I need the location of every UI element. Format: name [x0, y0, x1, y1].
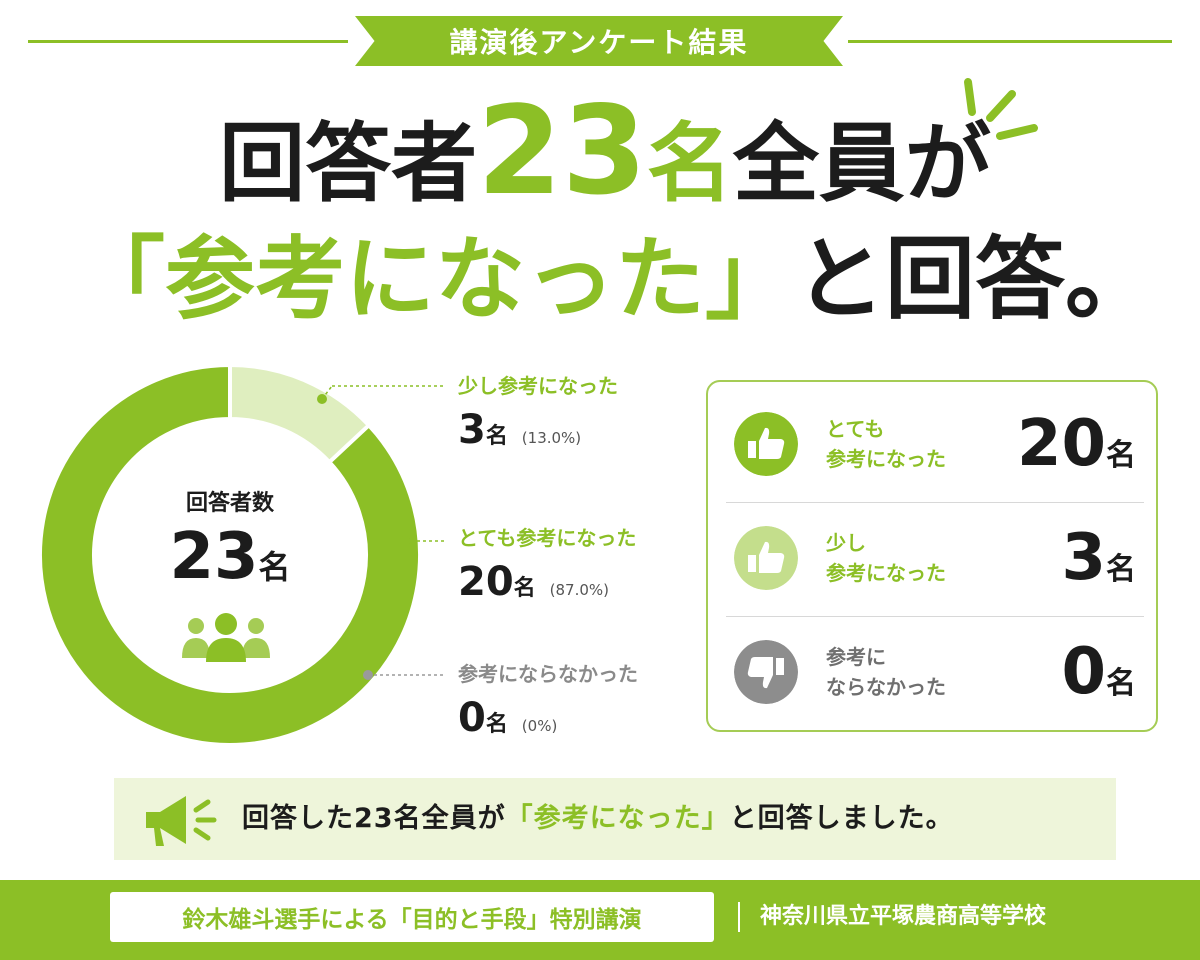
thumbs-up-icon	[734, 526, 798, 590]
summary-row-not-helpful: 参考に ならなかった 0名	[726, 618, 1144, 726]
header-banner-text: 講演後アンケート結果	[449, 26, 749, 59]
headline-number: 23	[477, 80, 647, 222]
header-rule-left	[28, 40, 348, 43]
value-unit: 名	[513, 576, 536, 601]
value-number: 0	[458, 695, 486, 741]
summary-count-value: 0	[1061, 635, 1106, 709]
category-value: 20名 (87.0%)	[458, 556, 636, 616]
value-unit: 名	[485, 712, 508, 737]
donut-label-not-helpful: 参考にならなかった 0名 (0%)	[458, 662, 638, 752]
summary-label-line: 少し	[826, 531, 866, 555]
donut-center: 回答者数 23名	[130, 485, 330, 607]
announcement-before: 回答した23名全員が	[242, 803, 506, 834]
summary-row-very-helpful: とても 参考になった 20名	[726, 390, 1144, 498]
summary-count-value: 20	[1016, 407, 1106, 481]
header-banner: 講演後アンケート結果	[355, 16, 843, 66]
value-number: 20	[458, 559, 514, 605]
headline-unit: 名	[646, 114, 733, 214]
headline-phrase: 参考になった	[165, 227, 705, 332]
footer-bar: 鈴木雄斗選手による「目的と手段」特別講演 神奈川県立平塚農商高等学校	[0, 880, 1200, 960]
summary-card: とても 参考になった 20名 少し 参考になった 3名 参考に ならなかった	[706, 380, 1158, 732]
summary-label: 少し 参考になった	[826, 528, 996, 588]
donut-label-little-helpful: 少し参考になった 3名 (13.0%)	[458, 374, 618, 464]
category-name: とても参考になった	[458, 526, 637, 550]
respondent-count-value: 23	[169, 520, 259, 594]
category-value: 3名 (13.0%)	[458, 404, 618, 464]
summary-label-line: 参考になった	[826, 447, 946, 471]
summary-count-unit: 名	[1106, 552, 1136, 587]
summary-divider	[726, 616, 1144, 617]
announcement-after: と回答しました。	[729, 803, 954, 834]
event-title: 鈴木雄斗選手による「目的と手段」特別講演	[182, 907, 642, 933]
headline-quote-open: 「	[75, 227, 165, 332]
megaphone-icon	[146, 796, 217, 846]
summary-count-value: 3	[1061, 521, 1106, 595]
summary-label: 参考に ならなかった	[826, 642, 996, 702]
donut-slice-very-helpful	[38, 362, 422, 747]
value-percent: (87.0%)	[549, 581, 609, 599]
summary-count-unit: 名	[1106, 666, 1136, 701]
announcement-highlight: 「参考になった」	[505, 803, 730, 834]
value-number: 3	[458, 407, 486, 453]
value-unit: 名	[485, 424, 508, 449]
announcement-bar: 回答した23名全員が「参考になった」と回答しました。	[114, 778, 1116, 860]
donut-chart	[38, 362, 422, 747]
summary-label: とても 参考になった	[826, 414, 996, 474]
emphasis-lines-icon	[964, 78, 1038, 140]
headline-line-2: 「参考になった」と回答。	[0, 222, 1200, 338]
category-name: 少し参考になった	[458, 374, 618, 398]
summary-label-line: 参考になった	[826, 561, 946, 585]
school-name: 神奈川県立平塚農商高等学校	[760, 904, 1047, 929]
announcement-text: 回答した23名全員が「参考になった」と回答しました。	[242, 778, 954, 860]
donut-label-very-helpful: とても参考になった 20名 (87.0%)	[458, 526, 636, 616]
category-value: 0名 (0%)	[458, 692, 638, 752]
summary-count-unit: 名	[1106, 438, 1136, 473]
summary-divider	[726, 502, 1144, 503]
thumbs-up-icon	[734, 412, 798, 476]
thumbs-down-icon	[734, 640, 798, 704]
summary-label-line: とても	[826, 417, 885, 441]
people-icon	[182, 613, 270, 662]
summary-count: 3名	[1061, 518, 1136, 610]
header-rule-right	[848, 40, 1172, 43]
category-name: 参考にならなかった	[458, 662, 638, 686]
value-percent: (13.0%)	[521, 429, 582, 447]
headline-prefix: 回答者	[219, 114, 478, 214]
summary-count: 0名	[1061, 632, 1136, 724]
respondent-count: 23名	[130, 517, 330, 607]
headline-line2-suffix: と回答。	[795, 227, 1155, 332]
summary-count: 20名	[1017, 404, 1136, 496]
headline-quote-close: 」	[705, 227, 795, 332]
respondent-count-label: 回答者数	[185, 491, 274, 516]
value-percent: (0%)	[521, 717, 558, 735]
summary-label-line: 参考に	[826, 645, 886, 669]
summary-row-little-helpful: 少し 参考になった 3名	[726, 504, 1144, 612]
respondent-count-unit: 名	[258, 548, 291, 586]
footer-divider	[738, 902, 740, 932]
headline-line-1: 回答者23名全員が	[0, 90, 1200, 214]
summary-label-line: ならなかった	[826, 675, 946, 699]
event-title-box: 鈴木雄斗選手による「目的と手段」特別講演	[110, 892, 714, 942]
headline-suffix: 全員が	[732, 114, 991, 214]
